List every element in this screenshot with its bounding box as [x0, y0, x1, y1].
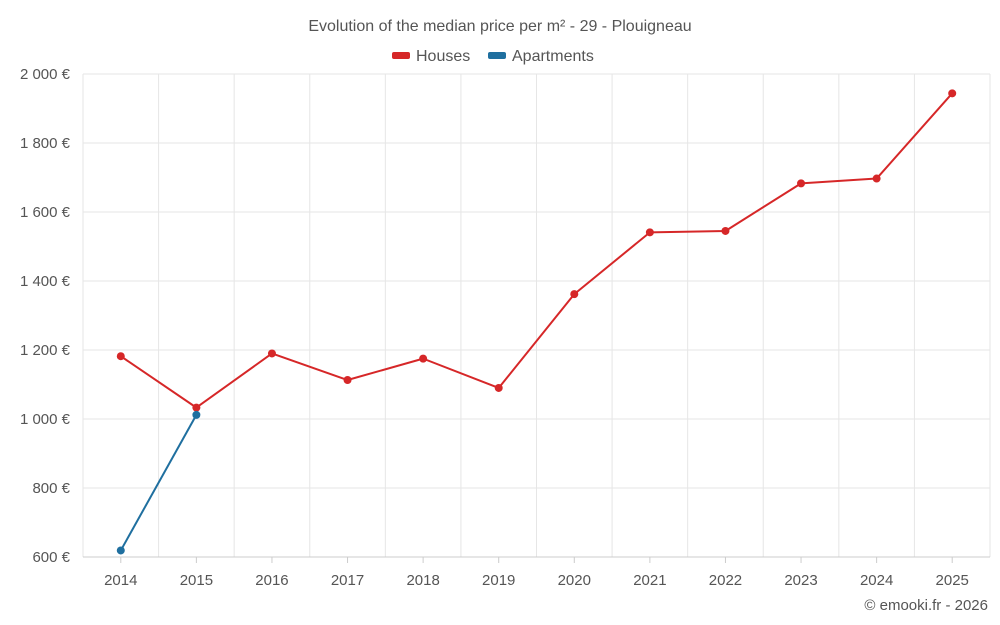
- y-axis-tick-labels: 600 € 800 € 1 000 € 1 200 € 1 400 € 1 600 € 1 …: [20, 66, 71, 566]
- data-point-houses[interactable]: [645, 228, 654, 237]
- grid: [82, 73, 991, 557]
- data-point-houses[interactable]: [192, 403, 201, 412]
- x-tick-label: 2015: [180, 572, 213, 589]
- legend-label-houses: Houses: [416, 48, 470, 65]
- data-point-apartments[interactable]: [192, 410, 201, 419]
- legend-swatch-houses: [392, 52, 410, 59]
- y-tick-label: 2 000 €: [20, 66, 71, 83]
- series-line-apartments: [119, 414, 198, 551]
- x-tick-label: 2018: [406, 572, 439, 589]
- data-point-houses[interactable]: [343, 376, 352, 385]
- x-tick-label: 2022: [709, 572, 742, 589]
- legend-item-apartments[interactable]: Apartments: [488, 48, 594, 65]
- x-tick-label: 2017: [331, 572, 364, 589]
- x-tick-label: 2023: [784, 572, 817, 589]
- data-point-houses[interactable]: [872, 174, 881, 183]
- legend-swatch-apartments: [488, 52, 506, 59]
- series-group: [116, 89, 957, 555]
- x-tick-label: 2019: [482, 572, 515, 589]
- x-axis-tick-labels: 2014 2015 2016 2017 2018 2019 2020 2021 2022 2023…: [104, 557, 969, 589]
- x-tick-label: 2025: [936, 572, 969, 589]
- series-line-houses: [120, 92, 953, 409]
- data-point-houses[interactable]: [267, 349, 276, 358]
- y-tick-label: 1 400 €: [20, 273, 71, 290]
- data-point-houses[interactable]: [721, 226, 730, 235]
- x-tick-label: 2014: [104, 572, 137, 589]
- y-tick-label: 800 €: [32, 480, 70, 497]
- y-tick-label: 1 000 €: [20, 411, 71, 428]
- data-point-houses[interactable]: [419, 354, 428, 363]
- y-tick-label: 600 €: [32, 549, 70, 566]
- x-tick-label: 2024: [860, 572, 893, 589]
- x-tick-label: 2021: [633, 572, 666, 589]
- data-point-houses[interactable]: [797, 179, 806, 188]
- data-point-houses[interactable]: [494, 383, 503, 392]
- data-point-houses[interactable]: [948, 89, 957, 98]
- y-tick-label: 1 200 €: [20, 342, 71, 359]
- credit-text: © emooki.fr - 2026: [864, 597, 988, 614]
- x-tick-label: 2020: [558, 572, 591, 589]
- y-tick-label: 1 800 €: [20, 135, 71, 152]
- data-point-houses[interactable]: [570, 290, 579, 299]
- data-point-houses[interactable]: [116, 352, 125, 361]
- data-point-apartments[interactable]: [116, 546, 125, 555]
- legend-label-apartments: Apartments: [512, 48, 594, 65]
- legend[interactable]: Houses Apartments: [392, 48, 594, 65]
- y-tick-label: 1 600 €: [20, 204, 71, 221]
- chart-title: Evolution of the median price per m² - 2…: [308, 18, 691, 35]
- legend-item-houses[interactable]: Houses: [392, 48, 470, 65]
- x-tick-label: 2016: [255, 572, 288, 589]
